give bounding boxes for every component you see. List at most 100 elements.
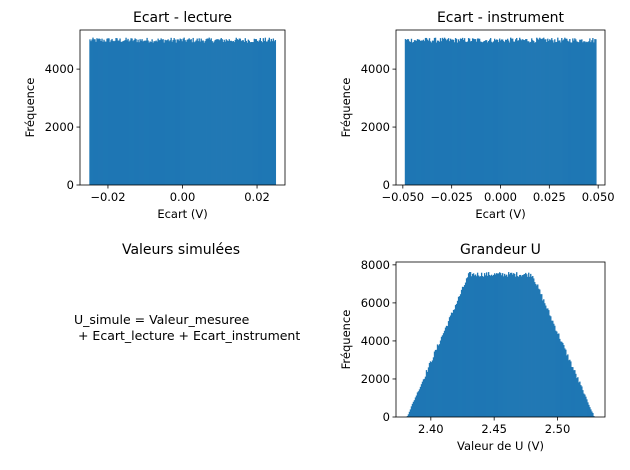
histogram-bar	[461, 37, 464, 185]
histogram-bar	[521, 40, 523, 186]
histogram-bar	[447, 38, 450, 185]
histogram-bar	[588, 41, 590, 185]
histogram-bar	[409, 41, 412, 186]
histogram-bar	[468, 38, 471, 185]
histogram-bar	[497, 42, 500, 186]
histogram-bar	[123, 40, 125, 186]
histogram-bar	[252, 42, 254, 185]
histogram-bar	[237, 40, 239, 185]
histogram-bar	[459, 38, 462, 186]
histogram-bar	[542, 300, 544, 417]
histogram-bar	[558, 40, 560, 185]
x-tick-label: 0.025	[533, 190, 566, 204]
histogram-bar	[230, 40, 232, 185]
histogram-bar	[143, 40, 145, 185]
y-axis-label: Fréquence	[339, 310, 353, 370]
histogram-bar	[533, 41, 535, 185]
histogram-bar	[585, 396, 587, 417]
histogram-bar	[573, 370, 575, 417]
histogram-bar	[547, 38, 549, 186]
histogram-bar	[453, 309, 456, 417]
histogram-bar	[424, 37, 427, 185]
histogram-bar	[475, 276, 478, 417]
histogram-bar	[564, 37, 566, 186]
histogram-bar	[246, 42, 248, 185]
histogram-bar	[522, 39, 524, 186]
histogram-bar	[434, 349, 437, 417]
histogram-bar	[183, 37, 185, 185]
histogram-bar	[554, 325, 556, 417]
histogram-bar	[471, 38, 474, 185]
histogram-bar	[421, 381, 424, 417]
histogram-bar	[463, 38, 466, 186]
histogram-bar	[442, 39, 445, 185]
histogram-bar	[526, 274, 528, 417]
histogram-bar	[266, 41, 269, 185]
histogram-bar	[206, 38, 208, 185]
histogram-bar	[434, 37, 437, 186]
histogram-bar	[152, 42, 154, 186]
histogram-bar	[184, 40, 186, 186]
histogram-bar	[211, 41, 213, 186]
histogram-bar	[506, 39, 508, 186]
histogram-bar	[161, 39, 163, 185]
histogram-bar	[408, 411, 411, 417]
histogram-bar	[493, 273, 496, 417]
histogram-bar	[491, 275, 494, 417]
histogram-bar	[412, 42, 415, 185]
axes-frame	[395, 261, 606, 418]
y-tick-label: 4000	[361, 62, 390, 76]
histogram-bar	[502, 273, 504, 417]
histogram-bar	[471, 273, 474, 417]
histogram-bar	[553, 42, 555, 186]
histogram-bar	[518, 276, 520, 417]
histogram-bar	[565, 38, 567, 186]
histogram-bar	[528, 272, 530, 417]
histogram-bar	[529, 276, 531, 417]
histogram-bar	[406, 415, 409, 417]
histogram-bar	[439, 38, 442, 186]
histogram-bar	[216, 39, 218, 186]
histogram-bar	[107, 38, 109, 186]
histogram-bar	[462, 286, 465, 417]
x-axis-label: Valeur de U (V)	[457, 439, 544, 453]
x-tick-label: 0.02	[244, 190, 270, 204]
histogram-bar	[477, 38, 480, 185]
histogram-bar	[490, 274, 493, 417]
histogram-bar	[557, 37, 559, 185]
histogram-bar	[436, 40, 439, 185]
histogram-bar	[529, 42, 531, 186]
chart-1: −0.02 0.00 0.02 0 2000 4000 Ecart - lecture Eca…	[23, 10, 286, 221]
histogram-bar	[474, 274, 477, 417]
histogram-bar	[176, 39, 178, 186]
histogram-bar	[568, 41, 570, 186]
histogram-bar	[272, 38, 275, 185]
histogram-bar	[419, 386, 422, 417]
histogram-bar	[168, 41, 170, 186]
histogram-bar	[564, 348, 566, 417]
histogram-bar	[473, 275, 476, 417]
histogram-bar	[552, 40, 554, 185]
histogram-bar	[409, 409, 412, 417]
histogram-bar	[535, 284, 537, 417]
histogram-bar	[481, 42, 484, 185]
histogram-bar	[546, 308, 548, 417]
histogram-bar	[185, 41, 187, 186]
histogram-bar	[413, 400, 416, 417]
chart-title: Grandeur U	[460, 242, 541, 258]
histogram-bar	[548, 40, 550, 186]
histogram-bar	[575, 373, 577, 417]
histogram-bar	[478, 276, 481, 417]
histogram-bar	[488, 39, 491, 186]
histogram-bar	[223, 39, 225, 185]
x-axis-label: Ecart (V)	[157, 207, 207, 221]
histogram-bar	[469, 272, 472, 417]
histogram-bar	[431, 360, 434, 417]
histogram-bar	[194, 41, 196, 185]
histogram-bar	[474, 39, 477, 185]
histogram-bar	[208, 37, 210, 186]
histogram-bar	[239, 38, 241, 186]
histogram-bar	[449, 315, 452, 417]
histogram-bar	[164, 39, 166, 186]
histogram-bar	[92, 37, 94, 185]
